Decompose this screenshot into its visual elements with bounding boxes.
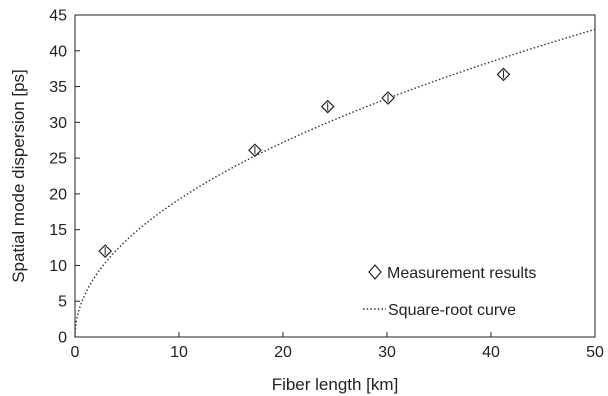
legend-label-measurement: Measurement results bbox=[387, 265, 536, 282]
x-tick-label: 40 bbox=[482, 344, 500, 361]
x-tick-label: 30 bbox=[378, 344, 396, 361]
y-tick-label: 40 bbox=[49, 43, 67, 60]
x-axis-ticks: 0 10 20 30 40 50 bbox=[71, 332, 604, 361]
y-tick-label: 10 bbox=[49, 258, 67, 275]
legend-diamond-icon bbox=[368, 264, 382, 280]
y-tick-label: 25 bbox=[49, 151, 67, 168]
legend-label-curve: Square-root curve bbox=[388, 302, 516, 319]
y-tick-label: 0 bbox=[58, 330, 67, 347]
x-axis-title: Fiber length [km] bbox=[272, 375, 399, 394]
x-tick-label: 10 bbox=[170, 344, 188, 361]
plot-area bbox=[74, 14, 596, 338]
y-tick-label: 5 bbox=[58, 294, 67, 311]
y-tick-label: 45 bbox=[49, 8, 67, 25]
y-tick-label: 20 bbox=[49, 186, 67, 203]
measurement-points bbox=[98, 67, 511, 258]
legend: Measurement results Square-root curve bbox=[363, 264, 536, 319]
x-tick-label: 50 bbox=[586, 344, 604, 361]
y-axis-ticks: 0 5 10 15 20 25 30 35 40 45 bbox=[49, 8, 80, 347]
y-axis-title: Spatial mode dispersion [ps] bbox=[9, 69, 28, 283]
y-tick-label: 30 bbox=[49, 115, 67, 132]
y-tick-label: 35 bbox=[49, 79, 67, 96]
square-root-curve-line bbox=[74, 28, 596, 337]
x-tick-label: 0 bbox=[71, 344, 80, 361]
y-tick-label: 15 bbox=[49, 222, 67, 239]
x-tick-label: 20 bbox=[274, 344, 292, 361]
